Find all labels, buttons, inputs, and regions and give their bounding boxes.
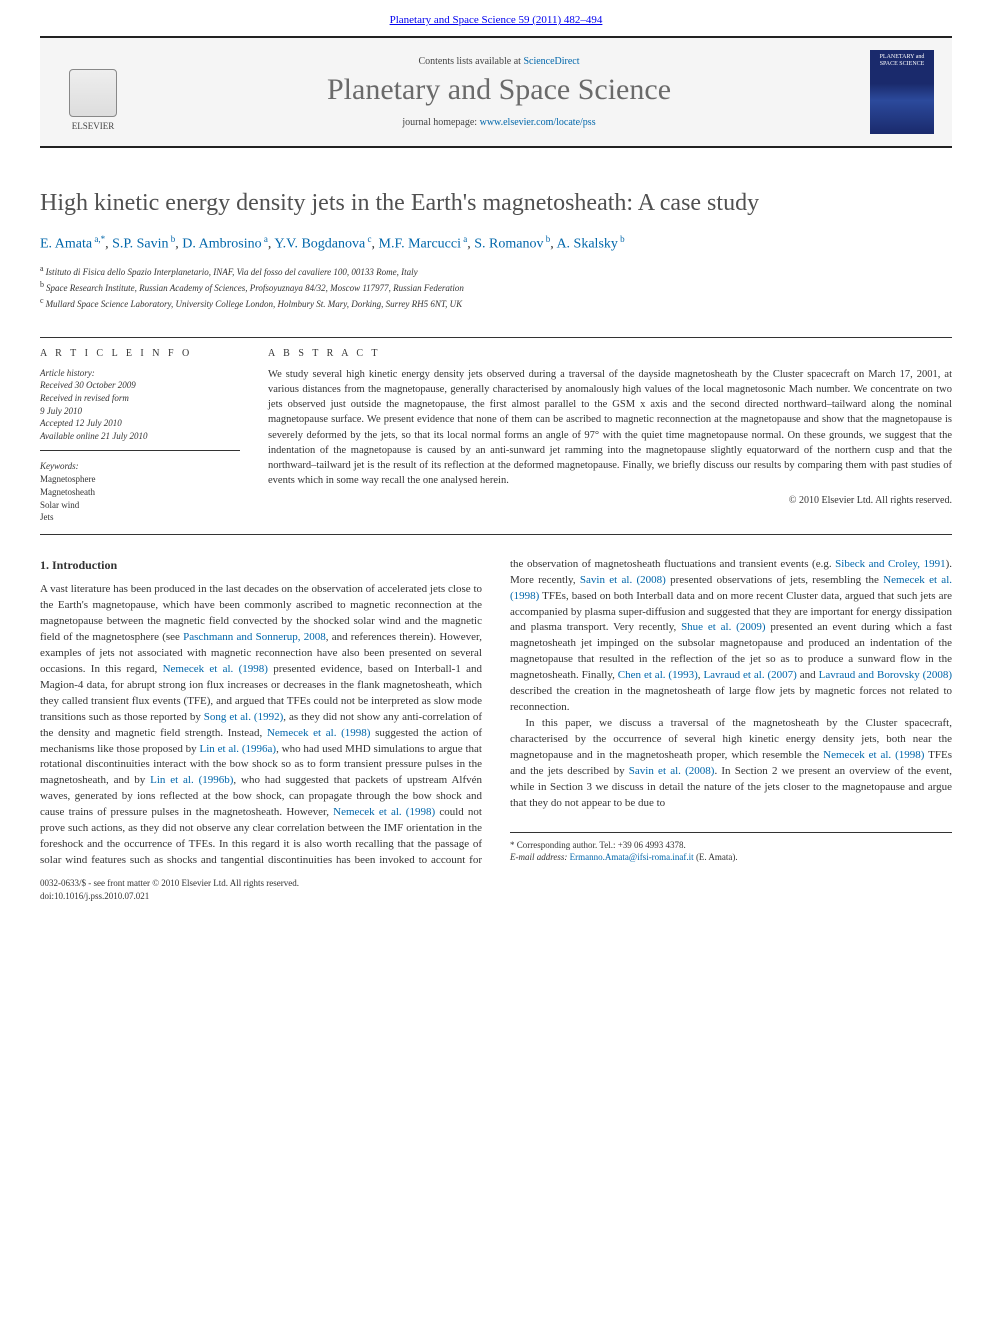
author-link[interactable]: S. Romanov — [474, 237, 543, 252]
keyword-item: Solar wind — [40, 499, 240, 512]
author-affil-sup: b — [169, 234, 176, 244]
homepage-link[interactable]: www.elsevier.com/locate/pss — [480, 117, 596, 128]
author-affil-sup: a — [262, 234, 268, 244]
keyword-item: Magnetosheath — [40, 486, 240, 499]
author-affil-sup: b — [543, 234, 550, 244]
reference-link[interactable]: Song et al. (1992) — [204, 711, 283, 723]
affiliation-line: c Mullard Space Science Laboratory, Univ… — [40, 295, 952, 311]
separator-rule-2 — [40, 534, 952, 535]
author-link[interactable]: M.F. Marcucci — [379, 237, 461, 252]
text-span: and — [797, 669, 819, 681]
article-history: Article history: Received 30 October 200… — [40, 367, 240, 452]
publisher-label: ELSEVIER — [72, 121, 115, 131]
issn-line: 0032-0633/$ - see front matter © 2010 El… — [40, 877, 952, 890]
author-link[interactable]: A. Skalsky — [556, 237, 617, 252]
author-affil-sup: c — [365, 234, 371, 244]
elsevier-logo: ELSEVIER — [58, 53, 128, 131]
email-label: E-mail address: — [510, 852, 567, 862]
abstract-text: We study several high kinetic energy den… — [268, 367, 952, 489]
author-list: E. Amata a,*, S.P. Savin b, D. Ambrosino… — [40, 234, 952, 253]
author-link[interactable]: D. Ambrosino — [182, 237, 261, 252]
author-link[interactable]: Y.V. Bogdanova — [274, 237, 365, 252]
corresponding-author: * Corresponding author. Tel.: +39 06 499… — [510, 839, 952, 852]
history-line: Received 30 October 2009 — [40, 379, 240, 392]
paper-title: High kinetic energy density jets in the … — [40, 188, 952, 218]
journal-name: Planetary and Space Science — [128, 73, 870, 107]
contents-prefix: Contents lists available at — [418, 56, 523, 67]
sciencedirect-link[interactable]: ScienceDirect — [523, 56, 579, 67]
reference-link[interactable]: Lin et al. (1996a) — [200, 743, 277, 755]
reference-link[interactable]: Chen et al. (1993) — [618, 669, 698, 681]
author-affil-sup: a — [461, 234, 467, 244]
affiliations: a Istituto di Fisica dello Spazio Interp… — [40, 263, 952, 311]
affiliation-key: c — [40, 296, 46, 305]
homepage-prefix: journal homepage: — [402, 117, 479, 128]
contents-line: Contents lists available at ScienceDirec… — [128, 56, 870, 67]
reference-link[interactable]: Nemecek et al. (1998) — [333, 806, 435, 818]
section-heading: 1. Introduction — [40, 557, 482, 574]
citation-link[interactable]: Planetary and Space Science 59 (2011) 48… — [390, 14, 603, 26]
text-span: presented observations of jets, resembli… — [666, 574, 883, 586]
journal-header: ELSEVIER Contents lists available at Sci… — [40, 36, 952, 148]
reference-link[interactable]: Savin et al. (2008) — [580, 574, 666, 586]
reference-link[interactable]: Paschmann and Sonnerup, 2008 — [183, 631, 326, 643]
history-line: 9 July 2010 — [40, 405, 240, 418]
reference-link[interactable]: Sibeck and Croley, 1991 — [835, 558, 945, 570]
affiliation-key: b — [40, 280, 46, 289]
keywords-list: MagnetosphereMagnetosheathSolar windJets — [40, 473, 240, 523]
author-link[interactable]: E. Amata — [40, 237, 92, 252]
text-span: pulses in the magnetosheath. However, — [151, 806, 333, 818]
affiliation-line: a Istituto di Fisica dello Spazio Interp… — [40, 263, 952, 279]
reference-link[interactable]: Lin et al. (1996b) — [150, 774, 233, 786]
footnote-block: * Corresponding author. Tel.: +39 06 499… — [510, 832, 952, 864]
text-span: described the creation in the magnetoshe… — [510, 685, 952, 713]
history-line: Received in revised form — [40, 392, 240, 405]
keyword-item: Jets — [40, 511, 240, 524]
reference-link[interactable]: Shue et al. (2009) — [681, 621, 765, 633]
history-line: Accepted 12 July 2010 — [40, 417, 240, 430]
elsevier-tree-icon — [69, 69, 117, 117]
body-text: 1. Introduction A vast literature has be… — [0, 557, 992, 869]
journal-cover-thumb: PLANETARY and SPACE SCIENCE — [870, 50, 934, 134]
author-link[interactable]: S.P. Savin — [112, 237, 168, 252]
history-line: Available online 21 July 2010 — [40, 430, 240, 443]
keywords-heading: Keywords: — [40, 461, 240, 471]
article-info-heading: A R T I C L E I N F O — [40, 348, 240, 359]
paragraph: A vast literature has been produced in t… — [40, 557, 952, 869]
paragraph: In this paper, we discuss a traversal of… — [510, 716, 952, 812]
abstract-heading: A B S T R A C T — [268, 348, 952, 359]
reference-link[interactable]: Savin et al. (2008) — [629, 765, 715, 777]
keyword-item: Magnetosphere — [40, 473, 240, 486]
history-heading: Article history: — [40, 367, 240, 380]
bottom-matter: 0032-0633/$ - see front matter © 2010 El… — [0, 869, 992, 916]
email-suffix: (E. Amata). — [696, 852, 738, 862]
homepage-line: journal homepage: www.elsevier.com/locat… — [128, 117, 870, 128]
reference-link[interactable]: Nemecek et al. (1998) — [267, 727, 371, 739]
doi-line: doi:10.1016/j.pss.2010.07.021 — [40, 890, 952, 903]
affiliation-key: a — [40, 264, 46, 273]
author-affil-sup: b — [618, 234, 625, 244]
reference-link[interactable]: Nemecek et al. (1998) — [163, 663, 268, 675]
affiliation-line: b Space Research Institute, Russian Acad… — [40, 279, 952, 295]
copyright-line: © 2010 Elsevier Ltd. All rights reserved… — [268, 495, 952, 506]
reference-link[interactable]: Nemecek et al. (1998) — [823, 749, 924, 761]
reference-link[interactable]: Lavraud et al. (2007) — [703, 669, 796, 681]
author-affil-sup: a,* — [92, 234, 105, 244]
email-link[interactable]: Ermanno.Amata@ifsi-roma.inaf.it — [570, 852, 694, 862]
reference-link[interactable]: Lavraud and Borovsky (2008) — [819, 669, 952, 681]
